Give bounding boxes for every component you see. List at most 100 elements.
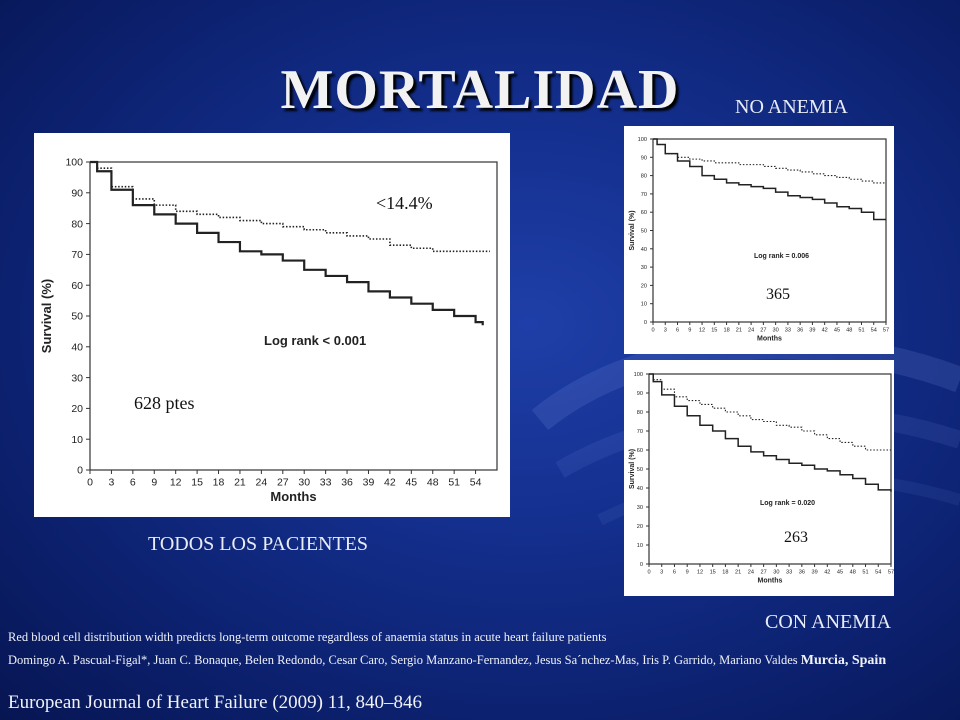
- y-tick-label: 70: [71, 249, 83, 261]
- plot-frame: [89, 161, 498, 471]
- x-tick-label: 24: [256, 477, 268, 489]
- sample-size-annotation: 263: [784, 529, 808, 546]
- journal-citation: European Journal of Heart Failure (2009)…: [8, 692, 423, 713]
- x-tick-label: 6: [673, 570, 676, 576]
- x-tick-label: 39: [809, 328, 815, 334]
- y-tick-label: 30: [641, 265, 647, 271]
- x-tick-label: 18: [722, 570, 728, 576]
- x-tick-label: 39: [363, 477, 375, 489]
- x-tick-label: 12: [697, 570, 703, 576]
- x-tick-label: 6: [676, 328, 679, 334]
- y-axis-label: Survival (%): [629, 449, 636, 489]
- x-tick-label: 51: [862, 570, 868, 576]
- y-tick-label: 60: [637, 448, 643, 454]
- x-tick-label: 54: [871, 328, 877, 334]
- y-tick-label: 30: [71, 372, 83, 384]
- x-tick-label: 9: [686, 570, 689, 576]
- x-tick-label: 21: [736, 328, 742, 334]
- x-tick-label: 33: [320, 477, 332, 489]
- chart-no-anemia-panel: 0 10 20 30 40 50 60 70 80 90 100 0 3 6 9 12 15 18 21 24 27 30…: [624, 126, 894, 354]
- anemia-label: CON ANEMIA: [765, 611, 892, 633]
- y-tick-label: 0: [644, 320, 647, 326]
- x-tick-label: 30: [298, 477, 310, 489]
- y-tick-label: 10: [637, 543, 643, 549]
- plot-frame: [648, 373, 892, 565]
- y-tick-label: 20: [641, 283, 647, 289]
- article-title: Red blood cell distribution width predic…: [8, 630, 607, 644]
- y-tick-label: 90: [71, 187, 83, 199]
- x-tick-label: 51: [858, 328, 864, 334]
- chart-all-patients-panel: 0 10 20 30 40 50 60 70 80 90 100 0 3 6 9 12 15 18 21 24 27 30…: [34, 133, 510, 517]
- all-patients-label: TODOS LOS PACIENTES: [148, 533, 369, 555]
- log-rank-annotation: Log rank = 0.006: [754, 253, 809, 260]
- percent-annotation: <14.4%: [376, 193, 433, 213]
- x-tick-label: 51: [448, 477, 460, 489]
- y-tick-label: 0: [77, 465, 83, 477]
- x-tick-label: 12: [170, 477, 182, 489]
- article-authors: Domingo A. Pascual-Figal*, Juan C. Bonaq…: [8, 650, 953, 671]
- x-axis-label: Months: [270, 489, 316, 504]
- y-tick-label: 50: [637, 467, 643, 473]
- y-tick-label: 50: [71, 311, 83, 323]
- y-tick-label: 70: [637, 429, 643, 435]
- x-tick-label: 36: [799, 570, 805, 576]
- y-tick-label: 80: [641, 174, 647, 180]
- x-tick-label: 0: [647, 570, 650, 576]
- x-tick-label: 39: [811, 570, 817, 576]
- x-tick-label: 36: [341, 477, 353, 489]
- y-tick-label: 80: [637, 410, 643, 416]
- x-tick-label: 6: [130, 477, 136, 489]
- x-tick-label: 42: [824, 570, 830, 576]
- y-tick-label: 70: [641, 192, 647, 198]
- y-tick-label: 60: [641, 210, 647, 216]
- x-tick-label: 24: [748, 570, 754, 576]
- x-tick-label: 42: [384, 477, 396, 489]
- x-tick-label: 9: [151, 477, 157, 489]
- y-tick-label: 90: [641, 155, 647, 161]
- survival-curve-dotted: [90, 161, 490, 253]
- x-tick-label: 27: [277, 477, 289, 489]
- chart-con-anemia-panel: 0 10 20 30 40 50 60 70 80 90 100 0 3 6 9 12 15 18 21 24 27 30…: [624, 360, 894, 596]
- x-tick-label: 21: [234, 477, 246, 489]
- authors-city: Murcia, Spain: [800, 653, 887, 668]
- x-tick-label: 15: [710, 570, 716, 576]
- y-tick-label: 20: [71, 403, 83, 415]
- x-axis-label: Months: [757, 335, 782, 342]
- x-tick-label: 3: [660, 570, 663, 576]
- x-tick-label: 18: [213, 477, 225, 489]
- y-tick-label: 10: [71, 434, 83, 446]
- x-tick-label: 57: [883, 328, 889, 334]
- x-tick-label: 48: [850, 570, 856, 576]
- x-tick-label: 30: [773, 328, 779, 334]
- log-rank-annotation: Log rank < 0.001: [264, 333, 366, 348]
- x-tick-label: 42: [822, 328, 828, 334]
- x-tick-label: 24: [748, 328, 754, 334]
- survival-curve-solid: [653, 138, 886, 221]
- survival-curve-solid: [649, 373, 892, 492]
- x-tick-label: 33: [785, 328, 791, 334]
- y-tick-label: 0: [640, 562, 643, 568]
- y-tick-label: 80: [71, 218, 83, 230]
- y-axis-label: Survival (%): [629, 210, 636, 250]
- y-tick-label: 20: [637, 524, 643, 530]
- x-tick-label: 30: [773, 570, 779, 576]
- sample-size-annotation: 628 ptes: [134, 393, 195, 413]
- slide-title: MORTALIDAD: [280, 59, 680, 121]
- x-tick-label: 21: [735, 570, 741, 576]
- x-tick-label: 45: [837, 570, 843, 576]
- x-tick-label: 9: [688, 328, 691, 334]
- no-anemia-label: NO ANEMIA: [735, 96, 848, 118]
- y-tick-label: 50: [641, 228, 647, 234]
- survival-curve-dotted: [649, 373, 891, 451]
- x-tick-label: 57: [888, 570, 894, 576]
- y-tick-label: 40: [71, 341, 83, 353]
- y-tick-label: 90: [637, 391, 643, 397]
- log-rank-annotation: Log rank = 0.020: [760, 500, 815, 507]
- y-tick-label: 30: [637, 505, 643, 511]
- x-tick-label: 18: [723, 328, 729, 334]
- y-tick-label: 100: [638, 137, 647, 143]
- x-tick-label: 15: [711, 328, 717, 334]
